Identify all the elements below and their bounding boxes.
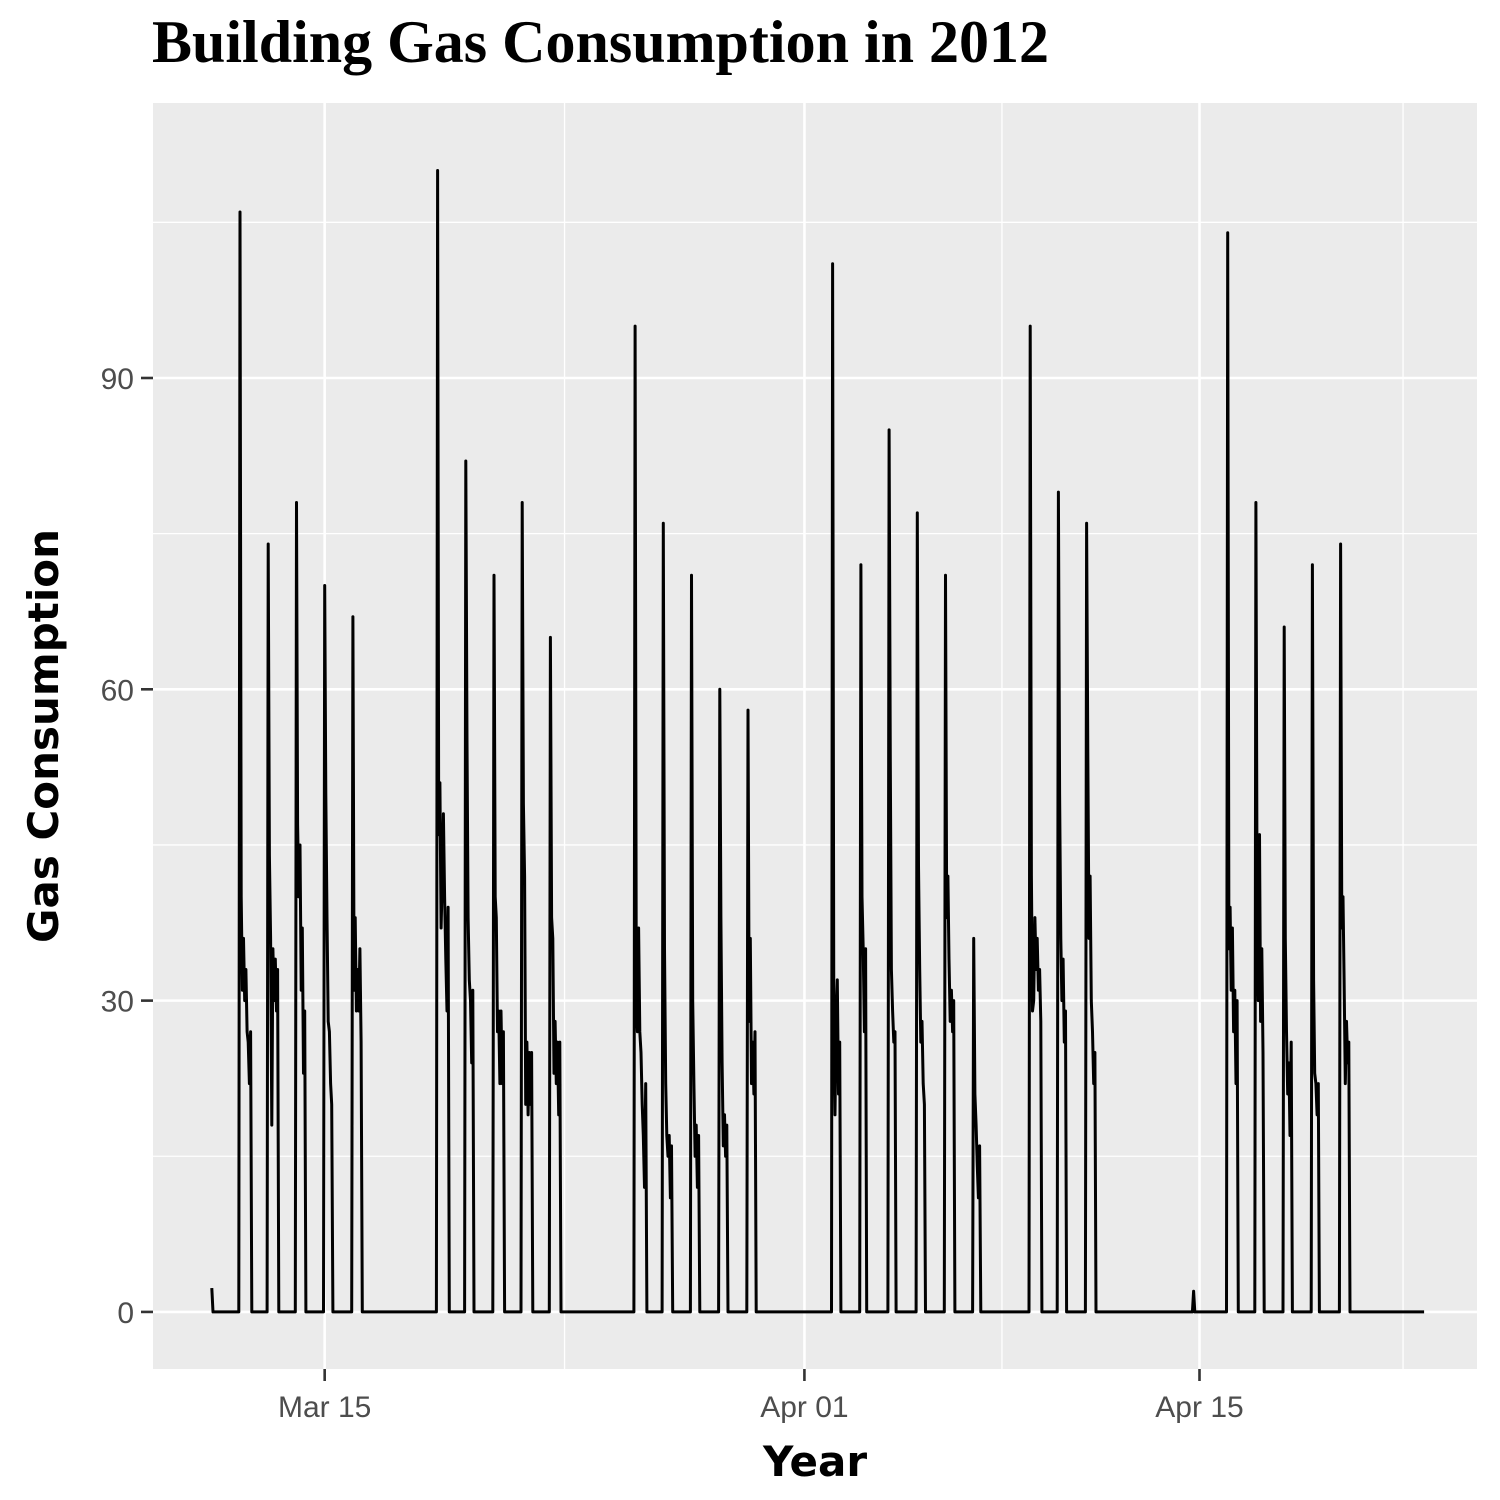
y-tick-label: 0 — [117, 1297, 134, 1330]
x-tick-label: Apr 15 — [1155, 1391, 1243, 1424]
y-axis-title: Gas Consumption — [19, 529, 68, 943]
y-tick-label: 30 — [101, 986, 134, 1019]
y-axis: 0 30 60 90 — [101, 363, 153, 1330]
x-tick-label: Apr 01 — [760, 1391, 848, 1424]
x-axis-title: Year — [762, 1437, 867, 1486]
chart-title: Building Gas Consumption in 2012 — [152, 9, 1049, 75]
y-tick-label: 60 — [101, 674, 134, 707]
y-tick-label: 90 — [101, 363, 134, 396]
x-axis: Mar 15 Apr 01 Apr 15 — [278, 1369, 1244, 1424]
x-tick-label: Mar 15 — [278, 1391, 371, 1424]
series-line-gas-consumption — [210, 169, 1425, 1314]
